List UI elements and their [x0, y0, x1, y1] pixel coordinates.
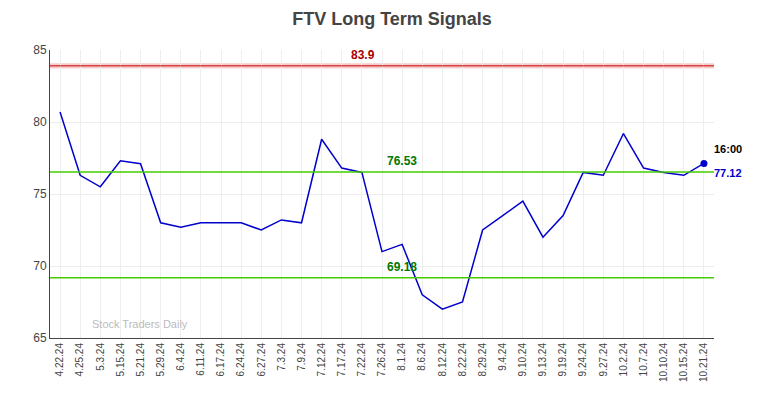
svg-text:10.21.24: 10.21.24 [698, 343, 709, 382]
svg-text:4.25.24: 4.25.24 [74, 343, 85, 377]
svg-text:6.11.24: 6.11.24 [195, 343, 206, 376]
svg-text:6.24.24: 6.24.24 [235, 343, 246, 377]
svg-text:9.13.24: 9.13.24 [537, 343, 548, 377]
svg-text:10.2.24: 10.2.24 [618, 343, 629, 377]
svg-text:16:00: 16:00 [714, 143, 742, 155]
svg-text:7.26.24: 7.26.24 [376, 343, 387, 377]
svg-text:5.29.24: 5.29.24 [155, 343, 166, 377]
svg-text:9.10.24: 9.10.24 [517, 343, 528, 377]
svg-text:4.22.24: 4.22.24 [54, 343, 65, 377]
svg-text:5.21.24: 5.21.24 [135, 343, 146, 377]
svg-text:8.6.24: 8.6.24 [416, 343, 427, 371]
svg-text:10.7.24: 10.7.24 [638, 343, 649, 377]
svg-text:6.17.24: 6.17.24 [215, 343, 226, 377]
svg-text:9.4.24: 9.4.24 [497, 343, 508, 371]
svg-text:8.12.24: 8.12.24 [437, 343, 448, 377]
svg-text:8.1.24: 8.1.24 [396, 343, 407, 371]
svg-text:76.53: 76.53 [387, 154, 417, 168]
svg-text:5.15.24: 5.15.24 [115, 343, 126, 377]
svg-text:7.22.24: 7.22.24 [356, 343, 367, 377]
svg-text:10.10.24: 10.10.24 [658, 343, 669, 382]
svg-text:6.27.24: 6.27.24 [256, 343, 267, 377]
svg-text:8.29.24: 8.29.24 [477, 343, 488, 377]
svg-text:70: 70 [33, 259, 47, 273]
svg-text:80: 80 [33, 115, 47, 129]
svg-text:7.12.24: 7.12.24 [316, 343, 327, 377]
svg-text:65: 65 [33, 331, 47, 345]
svg-text:83.9: 83.9 [351, 48, 375, 62]
svg-text:Stock Traders Daily: Stock Traders Daily [92, 318, 188, 330]
svg-text:77.12: 77.12 [714, 167, 742, 179]
svg-text:6.4.24: 6.4.24 [175, 343, 186, 371]
svg-text:FTV Long Term Signals: FTV Long Term Signals [292, 9, 492, 29]
svg-text:7.17.24: 7.17.24 [336, 343, 347, 377]
svg-text:9.19.24: 9.19.24 [557, 343, 568, 377]
svg-text:7.3.24: 7.3.24 [276, 343, 287, 371]
svg-text:8.22.24: 8.22.24 [457, 343, 468, 377]
svg-text:85: 85 [33, 43, 47, 57]
svg-text:5.3.24: 5.3.24 [95, 343, 106, 371]
svg-text:75: 75 [33, 187, 47, 201]
svg-text:7.9.24: 7.9.24 [296, 343, 307, 371]
svg-text:9.27.24: 9.27.24 [598, 343, 609, 377]
svg-text:9.24.24: 9.24.24 [577, 343, 588, 377]
svg-text:10.15.24: 10.15.24 [678, 343, 689, 382]
svg-text:69.18: 69.18 [387, 260, 417, 274]
